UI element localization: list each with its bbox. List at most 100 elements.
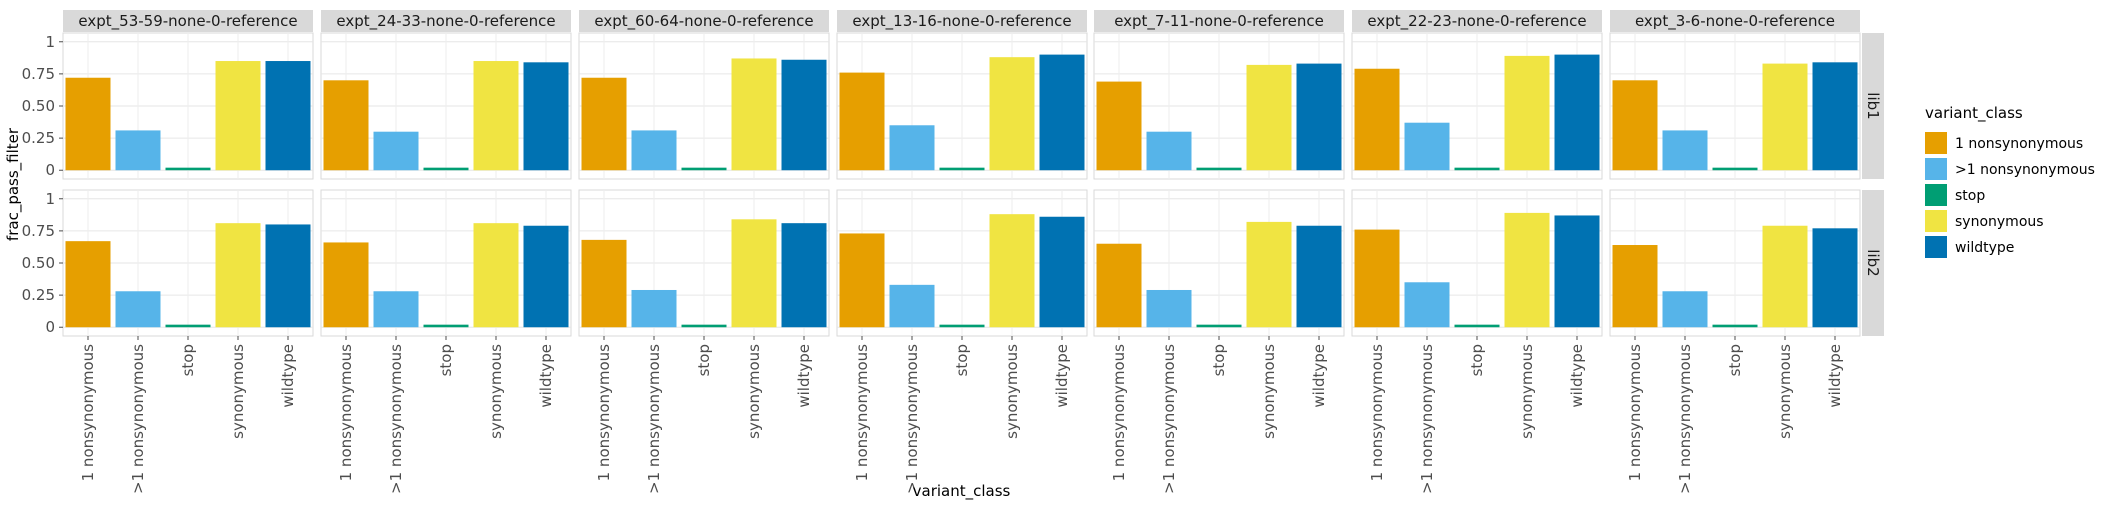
bar-stop [681,167,727,171]
facet-strip-bg [1352,10,1602,32]
legend-entry-label: wildtype [1955,240,2014,256]
bar-1-nonsynonymous [373,291,419,328]
x-tick-label: 1 nonsynonymous [337,344,355,482]
facet-strip-bg [1094,10,1344,32]
y-axes: 0 0.25 0.50 0.75 1 0 0.25 0.50 0.75 1 [22,33,63,336]
facet-strip-bg [63,10,313,32]
bar-1-nonsynonymous [323,242,369,328]
legend-swatch [1925,210,1947,232]
y-tick-label: 0.75 [22,65,55,83]
bar-synonymous [1762,225,1808,328]
y-tick-label: 0.25 [22,129,55,147]
facet-panel [1609,189,1861,337]
bar-1-nonsynonymous [1612,245,1658,328]
bar-1-nonsynonymous [1404,122,1450,171]
x-tick-label: wildtype [795,344,813,408]
bar-1-nonsynonymous [1096,81,1142,171]
bar-synonymous [215,61,261,171]
facet-strip-bg [579,10,829,32]
x-tick-label: synonymous [745,344,763,439]
bar-wildtype [265,61,311,171]
facet-panel [62,32,314,180]
bar-1-nonsynonymous [115,291,161,328]
bar-1-nonsynonymous [889,125,935,171]
x-tick-label: >1 nonsynonymous [1160,344,1178,494]
bar-wildtype [523,225,569,328]
bar-stop [939,167,985,171]
bar-stop [1196,167,1242,171]
bar-wildtype [1812,62,1858,171]
x-tick-label: stop [695,344,713,376]
bar-1-nonsynonymous [1404,282,1450,328]
x-tick-label: 1 nonsynonymous [1626,344,1644,482]
bar-synonymous [1246,64,1292,171]
y-tick-label: 0.75 [22,222,55,240]
bar-synonymous [731,58,777,171]
bar-stop [1454,324,1500,328]
facet-column-strips: expt_53-59-none-0-reference expt_24-33-no… [63,10,1860,32]
facet-panel [578,32,830,180]
facet-column-label: expt_60-64-none-0-reference [594,12,813,31]
facet-row-label: lib1 [1864,92,1882,119]
facet-panel [578,189,830,337]
x-tick-label: >1 nonsynonymous [387,344,405,494]
x-tick-label: stop [437,344,455,376]
facet-panel [1609,32,1861,180]
bar-synonymous [1504,55,1550,171]
bar-wildtype [523,62,569,171]
x-tick-label: >1 nonsynonymous [129,344,147,494]
x-tick-label: stop [1468,344,1486,376]
bar-1-nonsynonymous [1662,291,1708,328]
x-tick-label: stop [953,344,971,376]
facet-panel [62,189,314,337]
x-tick-label: wildtype [1053,344,1071,408]
x-tick-label: synonymous [1260,344,1278,439]
bar-stop [681,324,727,328]
x-tick-label: synonymous [1518,344,1536,439]
x-axis-title: variant_class [913,482,1011,501]
bar-1-nonsynonymous [65,77,111,171]
legend: variant_class 1 nonsynonymous >1 nonsynon… [1925,104,2095,258]
facet-row-label: lib2 [1864,249,1882,276]
bar-1-nonsynonymous [1146,289,1192,328]
bar-wildtype [265,224,311,328]
bar-synonymous [473,61,519,171]
facet-column-label: expt_24-33-none-0-reference [336,12,555,31]
bar-synonymous [1246,221,1292,328]
bar-stop [165,167,211,171]
x-tick-label: stop [1726,344,1744,376]
y-axis-title: frac_pass_filter [4,127,23,241]
legend-entry-label: stop [1955,188,1985,204]
bar-1-nonsynonymous [1612,80,1658,171]
legend-swatch [1925,158,1947,180]
bar-stop [423,324,469,328]
x-tick-label: wildtype [1310,344,1328,408]
x-tick-label: synonymous [1776,344,1794,439]
x-tick-label: wildtype [537,344,555,408]
y-tick-label: 1 [45,33,55,51]
bar-stop [1712,324,1758,328]
facet-panel [320,189,572,337]
x-tick-label: synonymous [1003,344,1021,439]
x-tick-label: 1 nonsynonymous [1110,344,1128,482]
bar-1-nonsynonymous [581,77,627,171]
legend-swatch [1925,236,1947,258]
legend-swatch [1925,132,1947,154]
bar-stop [165,324,211,328]
x-tick-label: stop [179,344,197,376]
bar-synonymous [473,223,519,328]
bar-synonymous [1504,212,1550,328]
x-axes: 1 nonsynonymous >1 nonsynonymous stop synon… [79,336,1844,494]
facet-strip-bg [1862,33,1884,179]
facet-panel [1351,189,1603,337]
x-tick-label: >1 nonsynonymous [1676,344,1694,494]
facet-column-label: expt_13-16-none-0-reference [852,12,1071,31]
bar-stop [939,324,985,328]
x-tick-label: 1 nonsynonymous [1368,344,1386,482]
facet-column-label: expt_22-23-none-0-reference [1367,12,1586,31]
bar-wildtype [1812,228,1858,328]
bar-synonymous [989,57,1035,171]
bar-1-nonsynonymous [839,233,885,328]
x-tick-label: stop [1210,344,1228,376]
facet-strip-bg [1862,190,1884,336]
